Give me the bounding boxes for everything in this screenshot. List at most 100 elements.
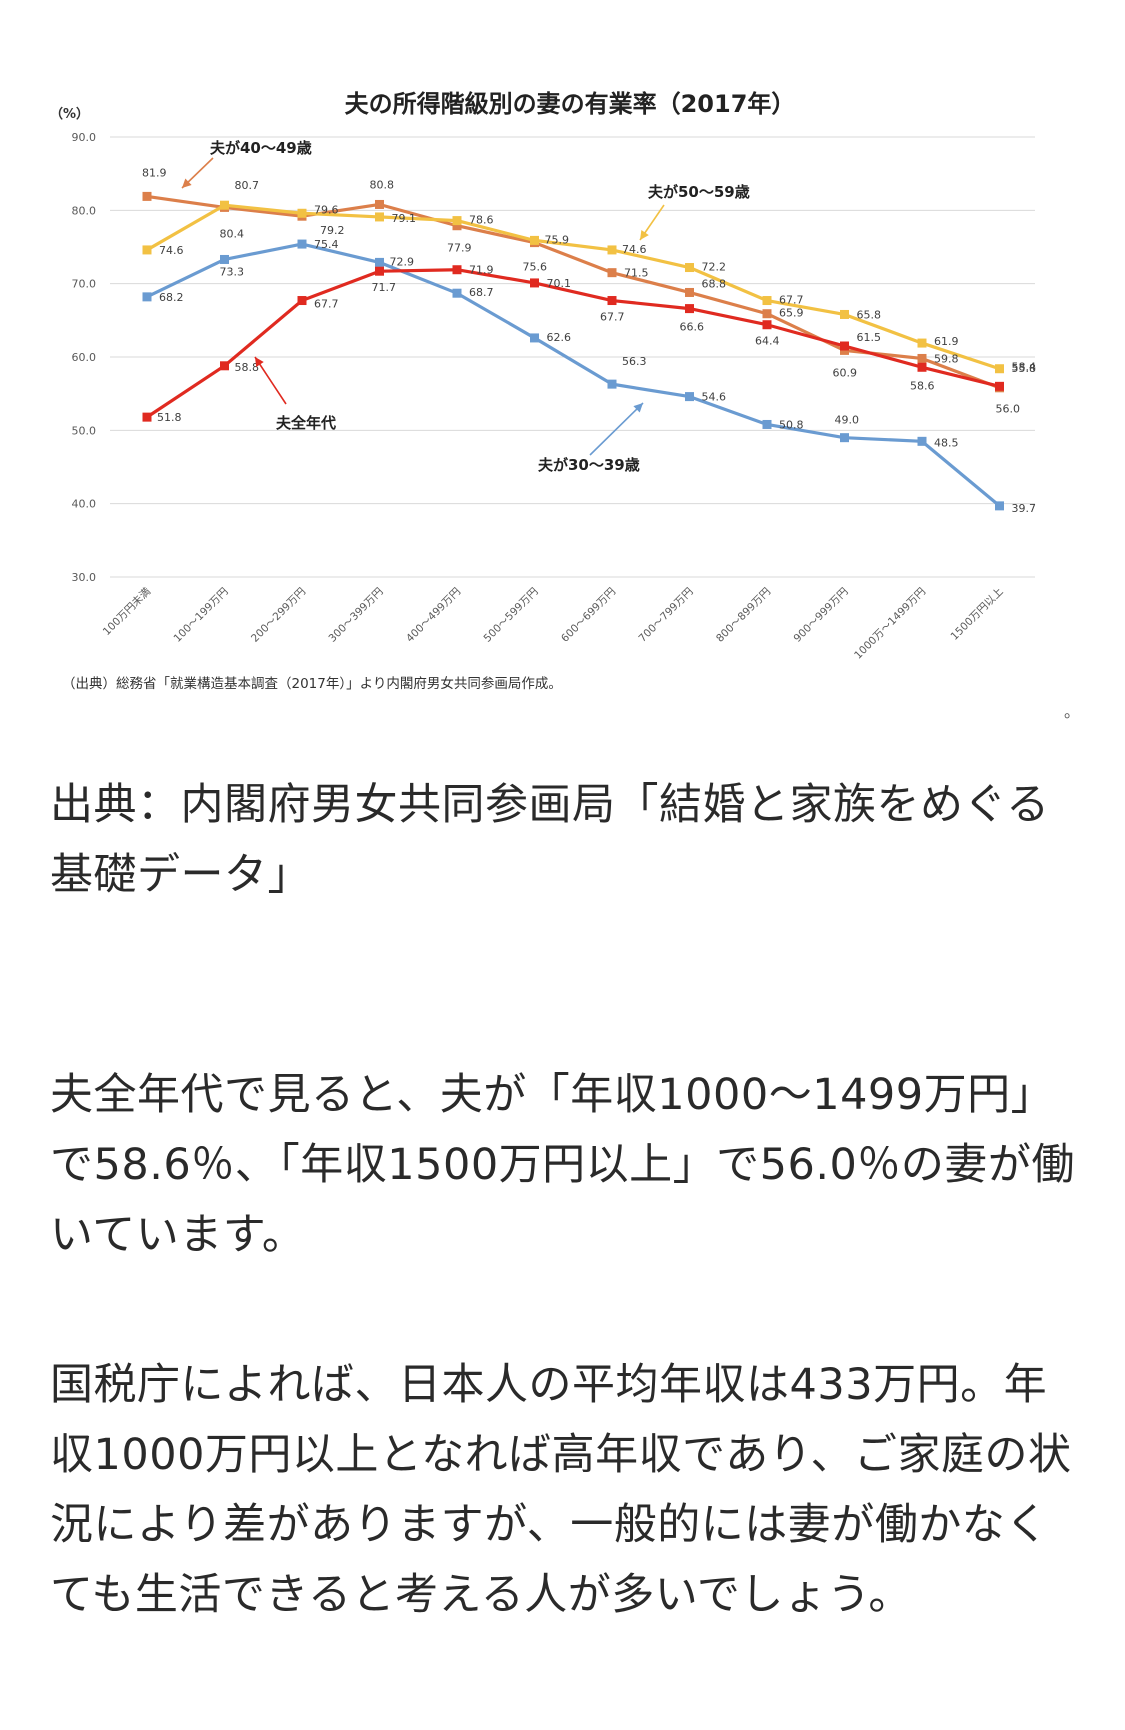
series-name-label: 夫全年代 <box>276 414 336 432</box>
data-point <box>995 501 1004 511</box>
data-point <box>607 379 617 389</box>
data-label: 75.6 <box>523 261 548 274</box>
series-line <box>146 194 1001 390</box>
x-tick-label: 1000万～1499万円 <box>852 586 928 662</box>
x-tick-label: 500～599万円 <box>482 586 541 645</box>
x-tick-label: 400～499万円 <box>404 586 463 645</box>
data-label: 74.6 <box>159 244 184 257</box>
y-tick-label: 30.0 <box>72 571 97 584</box>
series-name-label: 夫が40～49歳 <box>210 139 312 157</box>
data-point <box>607 268 617 278</box>
data-label: 50.8 <box>779 418 804 431</box>
y-tick-label: 40.0 <box>72 498 97 511</box>
x-tick-label: 300～399万円 <box>327 586 386 645</box>
paragraph-2: 国税庁によれば、日本人の平均年収は433万円。年収1000万円以上となれば高年収… <box>50 1360 1072 1620</box>
data-label: 56.0 <box>996 402 1021 415</box>
data-label: 79.1 <box>392 212 417 225</box>
series-name-label: 夫が50～59歳 <box>648 183 750 201</box>
chart: 夫の所得階級別の妻の有業率（2017年） （%） 30.0 40.0 50.0 60.0 7… <box>0 0 1125 720</box>
line-chart-svg: 夫の所得階級別の妻の有業率（2017年） （%） 30.0 40.0 50.0 60.0 7… <box>50 90 1037 692</box>
data-point <box>995 364 1004 374</box>
data-point <box>840 309 849 319</box>
data-point <box>917 338 927 348</box>
data-point <box>142 412 152 422</box>
data-label: 68.8 <box>702 277 727 290</box>
data-point <box>452 288 462 298</box>
data-point <box>375 212 384 222</box>
paragraph-1: 夫全年代で見ると、夫が「年収1000～1499万円」で58.6％、「年収1500… <box>50 1070 1075 1260</box>
data-label: 72.9 <box>390 255 415 268</box>
data-label: 68.7 <box>469 286 494 299</box>
data-point <box>297 239 307 249</box>
data-label: 81.9 <box>142 166 167 179</box>
data-point <box>220 361 229 371</box>
data-point <box>840 341 849 351</box>
series-name-label: 夫が30～39歳 <box>538 456 640 474</box>
data-label: 49.0 <box>835 414 860 427</box>
data-label: 58.6 <box>910 379 935 392</box>
data-label: 77.9 <box>447 242 472 255</box>
data-point <box>220 254 229 264</box>
data-label: 58.8 <box>235 361 260 374</box>
data-label: 71.9 <box>469 264 494 277</box>
data-label: 65.9 <box>779 307 804 320</box>
data-label: 67.7 <box>779 294 804 307</box>
y-tick-label: 80.0 <box>72 204 97 217</box>
data-label: 66.6 <box>680 321 705 334</box>
data-label: 62.6 <box>547 331 572 344</box>
data-label: 68.2 <box>159 291 184 304</box>
y-axis-unit-label: （%） <box>50 106 89 122</box>
data-label: 65.8 <box>857 308 882 321</box>
callout-arrowhead <box>182 178 192 188</box>
data-label: 58.4 <box>1012 361 1037 374</box>
data-point <box>917 362 927 372</box>
data-label: 59.8 <box>934 352 959 365</box>
x-tick-label: 700～799万円 <box>637 586 696 645</box>
x-tick-label: 100万円未満 <box>101 585 154 638</box>
data-point <box>607 296 617 306</box>
chart-title: 夫の所得階級別の妻の有業率（2017年） <box>345 90 796 118</box>
data-point <box>607 245 617 255</box>
data-label: 70.1 <box>547 277 572 290</box>
data-label: 73.3 <box>220 265 245 278</box>
data-label: 72.2 <box>702 261 727 274</box>
data-label: 48.5 <box>934 436 959 449</box>
data-label: 75.9 <box>545 233 570 246</box>
data-point <box>375 199 384 209</box>
callout-arrow <box>589 402 644 456</box>
data-label: 56.3 <box>622 355 647 368</box>
data-label: 54.6 <box>702 391 727 404</box>
data-point <box>375 257 384 267</box>
data-point <box>530 278 539 288</box>
data-label: 39.7 <box>1012 502 1037 515</box>
y-tick-label: 60.0 <box>72 351 97 364</box>
data-label: 55.8 <box>1012 362 1037 375</box>
y-tick-label: 90.0 <box>72 131 97 144</box>
x-tick-label: 600～699万円 <box>559 586 618 645</box>
data-point <box>452 216 462 226</box>
series-line <box>146 268 1000 419</box>
data-label: 75.4 <box>314 238 339 251</box>
data-point <box>917 353 927 363</box>
data-point <box>762 296 772 306</box>
y-tick-label: 70.0 <box>72 278 97 291</box>
x-tick-label: 800～899万円 <box>714 586 773 645</box>
series-line <box>146 203 1001 371</box>
data-point <box>685 304 694 314</box>
y-tick-label: 50.0 <box>72 424 97 437</box>
callout-arrowhead <box>633 403 643 413</box>
stray-period: 。 <box>1064 702 1081 721</box>
data-point <box>452 265 462 275</box>
data-point <box>685 392 694 402</box>
data-point <box>840 433 849 443</box>
data-label: 78.6 <box>469 214 494 227</box>
data-label: 61.9 <box>934 335 959 348</box>
data-label: 71.5 <box>624 267 649 280</box>
data-point <box>220 200 229 210</box>
data-label: 51.8 <box>157 411 182 424</box>
data-point <box>762 320 772 330</box>
data-point <box>142 292 152 302</box>
data-point <box>142 245 152 255</box>
data-label: 80.7 <box>235 179 260 192</box>
data-point <box>762 419 772 429</box>
